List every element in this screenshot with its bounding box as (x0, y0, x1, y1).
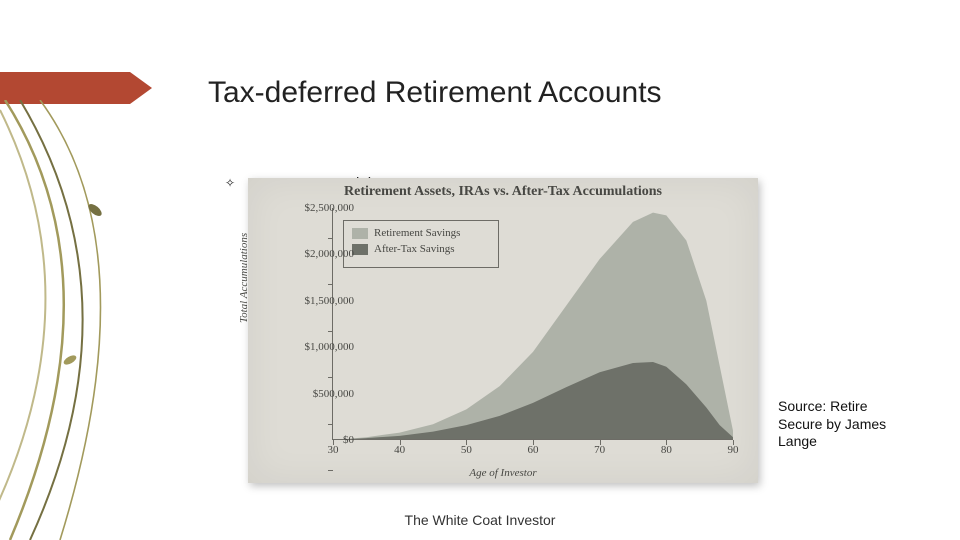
chart-plot-area: Retirement Savings After-Tax Savings 304… (332, 208, 733, 440)
ytick-mark (328, 470, 333, 471)
xtick-label: 70 (594, 444, 605, 456)
ytick-label: $1,000,000 (290, 341, 354, 353)
legend-row: Retirement Savings (352, 227, 490, 239)
xtick-mark (533, 440, 534, 445)
xtick-mark (666, 440, 667, 445)
ytick-label: $1,500,000 (290, 295, 354, 307)
chart-title: Retirement Assets, IRAs vs. After-Tax Ac… (248, 184, 758, 200)
ytick-label: $0 (290, 434, 354, 446)
chart-ylabel: Total Accumulations (238, 232, 250, 322)
xtick-label: 50 (461, 444, 472, 456)
bullet-icon: ✧ (225, 176, 235, 190)
slide-title: Tax-deferred Retirement Accounts (208, 76, 662, 110)
ytick-mark (328, 238, 333, 239)
xtick-label: 40 (394, 444, 405, 456)
slide-banner (0, 72, 130, 104)
chart-source: Source: Retire Secure by James Lange (778, 398, 908, 451)
xtick-mark (600, 440, 601, 445)
chart-xlabel: Age of Investor (248, 467, 758, 479)
legend-swatch-aftertax (352, 244, 368, 255)
xtick-mark (400, 440, 401, 445)
ytick-mark (328, 284, 333, 285)
slide-banner-arrow (130, 72, 152, 104)
xtick-label: 90 (728, 444, 739, 456)
xtick-label: 60 (528, 444, 539, 456)
ytick-label: $2,500,000 (290, 202, 354, 214)
legend-label: After-Tax Savings (374, 243, 455, 255)
ytick-label: $500,000 (290, 388, 354, 400)
ytick-mark (328, 377, 333, 378)
xtick-mark (733, 440, 734, 445)
chart-legend: Retirement Savings After-Tax Savings (343, 220, 499, 268)
ytick-mark (328, 424, 333, 425)
xtick-label: 80 (661, 444, 672, 456)
legend-swatch-retirement (352, 228, 368, 239)
ytick-mark (328, 331, 333, 332)
legend-label: Retirement Savings (374, 227, 460, 239)
slide-footer: The White Coat Investor (0, 512, 960, 528)
legend-row: After-Tax Savings (352, 243, 490, 255)
xtick-mark (466, 440, 467, 445)
vine-decoration (0, 100, 160, 540)
ytick-label: $2,000,000 (290, 248, 354, 260)
chart-card: Retirement Assets, IRAs vs. After-Tax Ac… (248, 178, 758, 483)
